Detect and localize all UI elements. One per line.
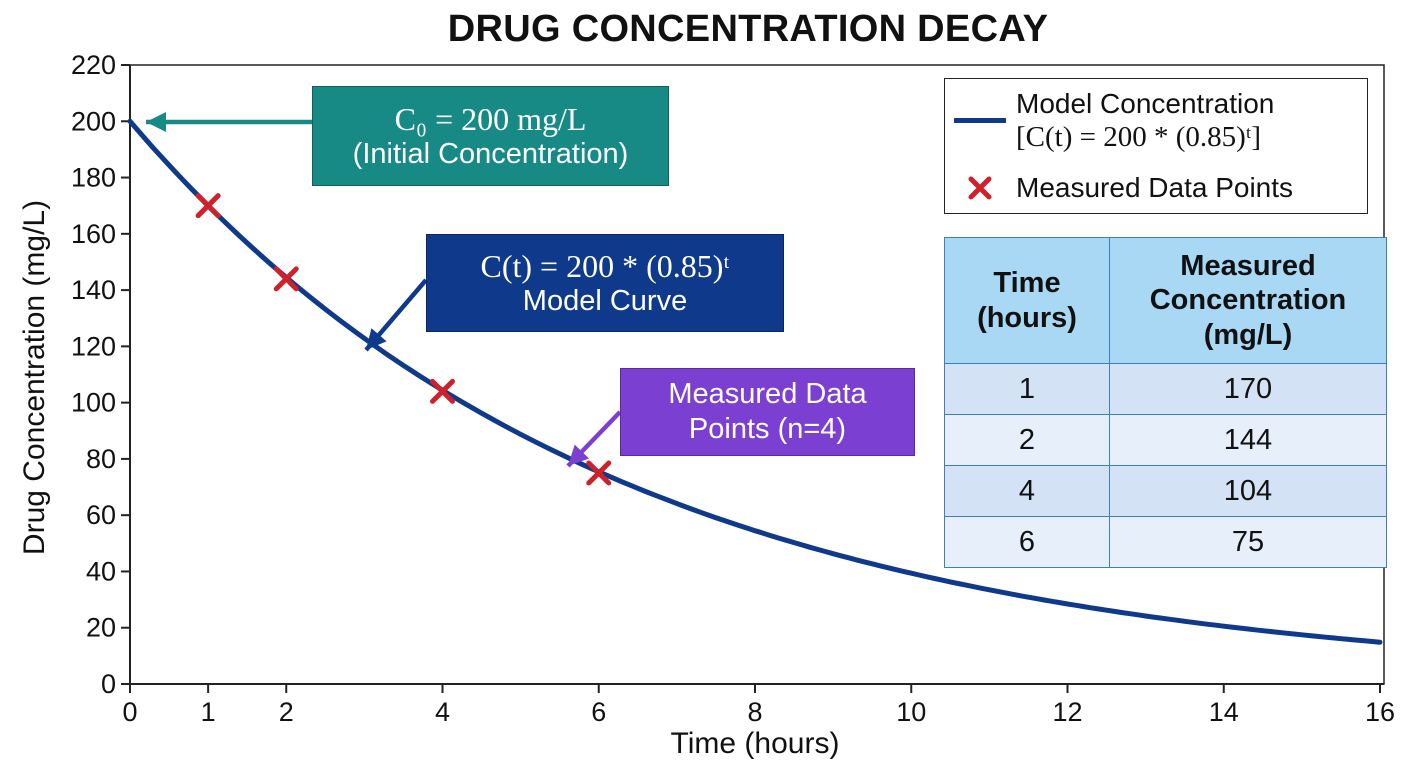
chart-title: DRUG CONCENTRATION DECAY [447, 8, 1049, 50]
y-tick-label: 20 [86, 613, 116, 643]
model-curve-callout: C(t) = 200 * (0.85)ᵗ Model Curve [426, 234, 784, 332]
y-tick-label: 180 [71, 163, 116, 193]
data-point-x-marker [195, 193, 221, 219]
table-row: 2 144 [944, 414, 1387, 466]
legend-line-label: Model Concentration [1016, 88, 1275, 119]
points-text-line1: Measured Data [668, 378, 867, 411]
annotation-arrows [146, 112, 622, 468]
initial-concentration-callout: C₀ = 200 mg/L (Initial Concentration) [312, 86, 669, 186]
initial-formula: C₀ = 200 mg/L [394, 100, 587, 137]
y-tick-label: 200 [71, 106, 116, 136]
table-cell-time: 1 [944, 363, 1110, 415]
header-conc-line1: Measured [1180, 250, 1316, 283]
y-tick-label: 220 [71, 50, 116, 80]
x-tick-label: 0 [122, 697, 137, 727]
model-text: Model Curve [522, 284, 688, 317]
x-tick-label: 12 [1052, 697, 1082, 727]
x-tick-label: 6 [591, 697, 606, 727]
measured-series [195, 193, 612, 486]
legend-x-marker-icon [954, 175, 1006, 201]
x-tick-label: 1 [201, 697, 216, 727]
header-conc-line3: (mg/L) [1203, 318, 1293, 351]
table-row: 1 170 [944, 363, 1387, 415]
header-conc-line2: Concentration [1149, 284, 1347, 317]
x-tick-label: 4 [435, 697, 450, 727]
points-text-line2: Points (n=4) [688, 413, 847, 445]
x-tick-label: 2 [279, 697, 294, 727]
data-point-x-marker [586, 460, 612, 486]
legend-line-swatch [954, 117, 1006, 123]
x-tick-label: 8 [747, 697, 762, 727]
table-cell-time: 6 [944, 516, 1110, 568]
y-tick-label: 80 [86, 444, 116, 474]
header-time-line1: Time [993, 267, 1061, 300]
table-cell-time: 4 [944, 465, 1110, 517]
model-series [127, 118, 1383, 645]
table-header-row: Time (hours) Measured Concentration (mg/… [944, 237, 1387, 364]
points-arrow-head [568, 444, 590, 466]
table-cell-concentration: 144 [1109, 414, 1387, 466]
measurement-table: Time (hours) Measured Concentration (mg/… [944, 237, 1387, 568]
header-time-line2: (hours) [977, 301, 1077, 334]
y-tick-label: 60 [86, 500, 116, 530]
table-cell-concentration: 104 [1109, 465, 1387, 517]
legend-line-entry: Model Concentration [C(t) = 200 * (0.85)… [945, 87, 1274, 154]
y-tick-label: 40 [86, 556, 116, 586]
data-point-x-marker [273, 266, 299, 292]
ticks: 0 1 2 4 6 8 10 12 14 1602040608010012014016018020… [71, 50, 1395, 727]
table-row: 4 104 [944, 465, 1387, 517]
y-tick-label: 120 [71, 331, 116, 361]
y-tick-label: 100 [71, 388, 116, 418]
y-axis-title: Drug Concentration (mg/L) [18, 200, 51, 555]
legend-marker-label: Measured Data Points [1016, 172, 1294, 203]
table-cell-time: 2 [944, 414, 1110, 466]
y-tick-label: 140 [71, 275, 116, 305]
x-tick-label: 16 [1365, 697, 1395, 727]
initial-arrow-head [146, 112, 166, 132]
legend-line-formula: [C(t) = 200 * (0.85)ᵗ] [1016, 120, 1261, 153]
table-cell-concentration: 75 [1109, 516, 1387, 568]
table-row: 6 75 [944, 516, 1387, 568]
y-tick-label: 160 [71, 219, 116, 249]
table-header-time: Time (hours) [944, 237, 1110, 364]
x-tick-label: 10 [896, 697, 926, 727]
legend-marker-entry: Measured Data Points [945, 171, 1293, 205]
y-tick-label: 0 [101, 669, 116, 699]
model-formula: C(t) = 200 * (0.85)ᵗ [480, 247, 730, 284]
model-curve [127, 118, 1383, 645]
x-axis-title: Time (hours) [671, 727, 840, 760]
legend: Model Concentration [C(t) = 200 * (0.85)… [944, 78, 1368, 214]
model-arrow-head [366, 328, 387, 350]
data-point-x-marker [430, 378, 455, 404]
table-cell-concentration: 170 [1109, 363, 1387, 415]
measured-points-callout: Measured Data Points (n=4) [620, 368, 915, 456]
x-tick-label: 14 [1209, 697, 1239, 727]
table-header-concentration: Measured Concentration (mg/L) [1109, 237, 1387, 364]
initial-text: (Initial Concentration) [352, 137, 629, 170]
